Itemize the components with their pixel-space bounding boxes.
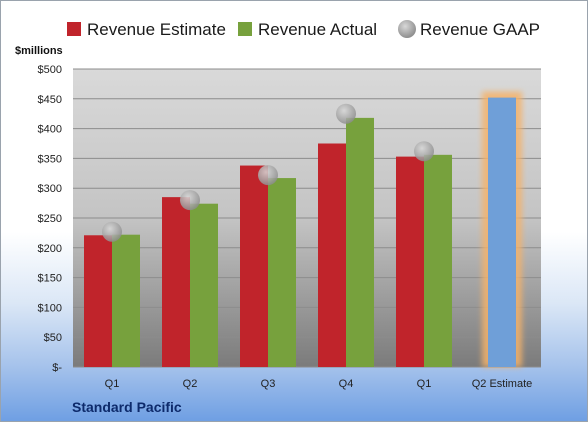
x-tick-label: Q3 bbox=[261, 378, 276, 390]
bar-revenue-estimate bbox=[488, 97, 516, 367]
marker-revenue-gaap bbox=[180, 190, 200, 211]
bar-revenue-estimate bbox=[318, 143, 346, 367]
y-tick-label: $400 bbox=[38, 124, 62, 136]
x-tick-label: Q4 bbox=[339, 378, 354, 390]
marker-revenue-gaap bbox=[102, 221, 122, 242]
legend-swatch bbox=[238, 22, 252, 36]
y-tick-label: $350 bbox=[38, 153, 62, 165]
bar-revenue-estimate bbox=[84, 235, 112, 367]
bar-revenue-estimate bbox=[162, 197, 190, 367]
bar-revenue-actual bbox=[268, 178, 296, 367]
marker-revenue-gaap bbox=[336, 103, 356, 124]
marker-revenue-gaap bbox=[258, 165, 278, 186]
y-tick-label: $500 bbox=[38, 64, 62, 76]
y-tick-label: $150 bbox=[38, 273, 62, 285]
x-tick-label: Q1 bbox=[105, 378, 120, 390]
y-tick-label: $250 bbox=[38, 213, 62, 225]
company-name: Standard Pacific bbox=[72, 399, 182, 415]
y-tick-label: $50 bbox=[44, 332, 62, 344]
marker-revenue-gaap bbox=[414, 141, 434, 162]
y-tick-label: $100 bbox=[38, 302, 62, 314]
y-tick-label: $450 bbox=[38, 94, 62, 106]
bar-revenue-estimate bbox=[240, 165, 268, 367]
y-tick-label: $300 bbox=[38, 183, 62, 195]
bar-revenue-actual bbox=[112, 234, 140, 367]
bar-revenue-actual bbox=[190, 203, 218, 367]
y-axis-unit-label: $millions bbox=[15, 45, 63, 57]
x-tick-label: Q2 Estimate bbox=[472, 378, 533, 390]
legend-label: Revenue GAAP bbox=[420, 20, 540, 39]
legend-swatch-revenue-gaap bbox=[398, 20, 416, 38]
bar-revenue-actual bbox=[346, 117, 374, 367]
bar-revenue-actual bbox=[424, 154, 452, 367]
x-tick-label: Q1 bbox=[417, 378, 432, 390]
x-tick-label: Q2 bbox=[183, 378, 198, 390]
legend-label: Revenue Estimate bbox=[87, 20, 226, 39]
bar-revenue-estimate bbox=[396, 156, 424, 367]
legend-swatch bbox=[67, 22, 81, 36]
legend-label: Revenue Actual bbox=[258, 20, 377, 39]
y-tick-label: $- bbox=[52, 362, 62, 374]
y-tick-label: $200 bbox=[38, 243, 62, 255]
